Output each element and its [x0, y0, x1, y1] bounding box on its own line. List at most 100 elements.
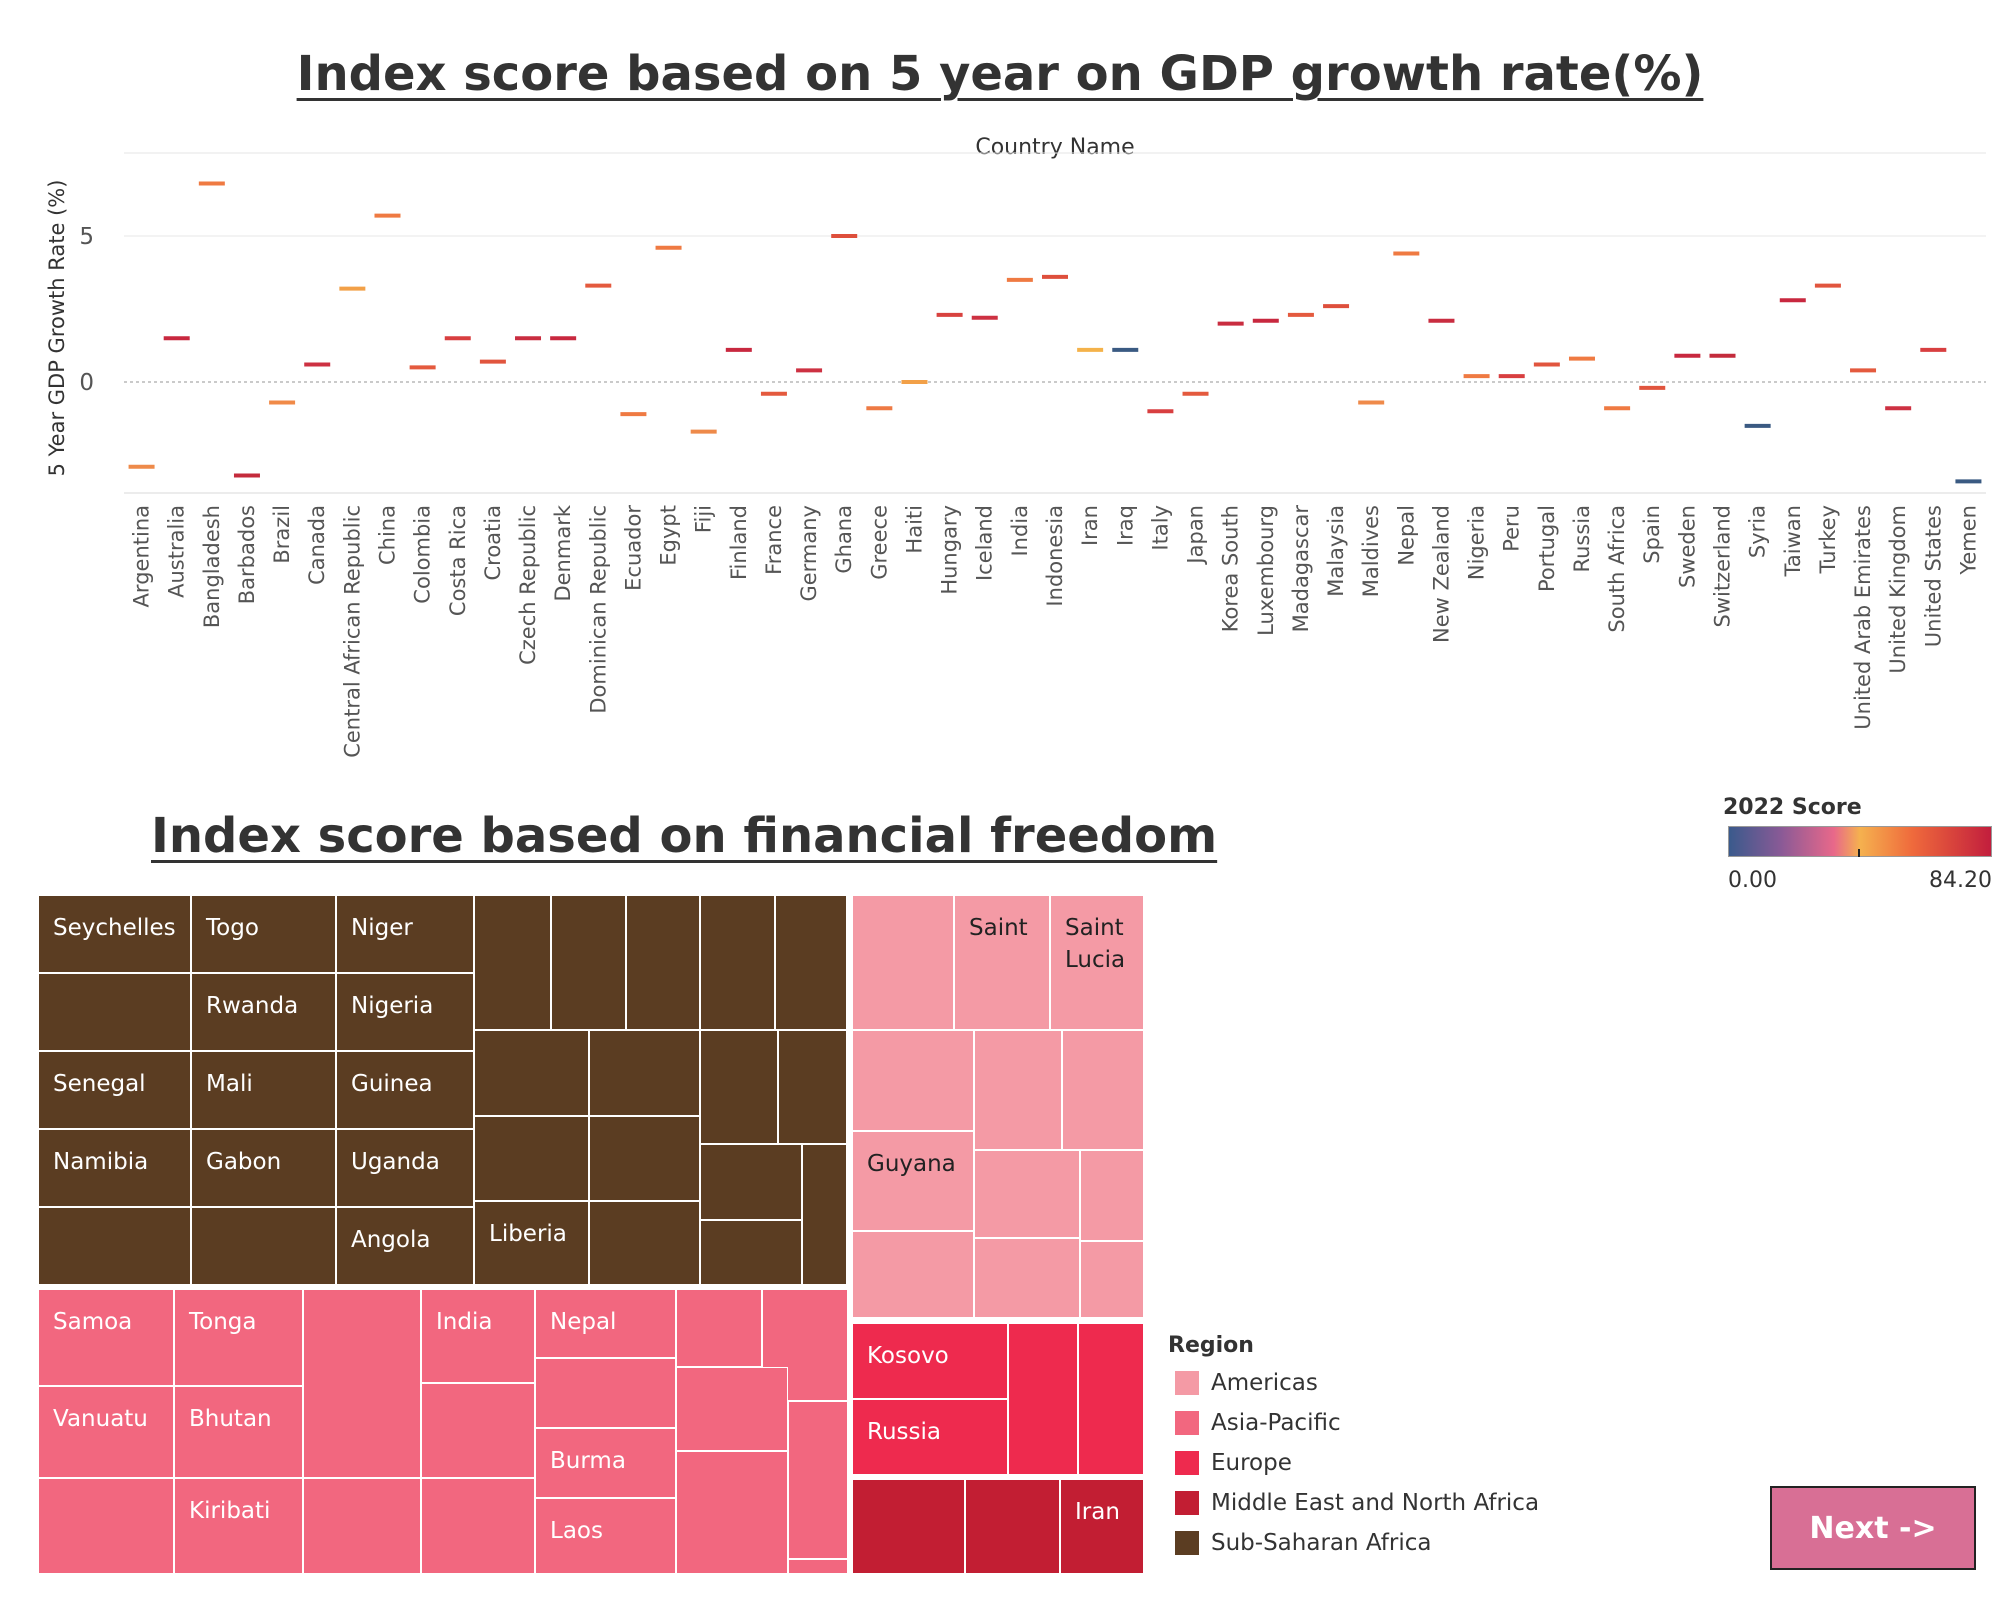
treemap-cell: Guinea — [336, 1051, 474, 1129]
x-tick-label: Nepal — [1394, 505, 1418, 566]
y-tick-label: 0 — [79, 370, 94, 396]
treemap-cell: India — [421, 1289, 535, 1383]
x-tick-label: Hungary — [938, 505, 962, 595]
score-colorbar — [1728, 826, 1992, 857]
treemap-cell — [852, 1231, 974, 1318]
x-tick-label: Colombia — [411, 505, 435, 604]
treemap-cell-label: Mali — [206, 1071, 253, 1097]
x-tick-label: Iran — [1078, 505, 1102, 546]
treemap-cell — [676, 1289, 762, 1367]
treemap-cell — [778, 1030, 847, 1144]
treemap-cell — [535, 1358, 676, 1428]
legend-label: Middle East and North Africa — [1211, 1490, 1540, 1516]
x-tick-label: Central African Republic — [340, 505, 364, 758]
treemap-cell: Vanuatu — [38, 1386, 174, 1478]
legend-item: Americas — [1175, 1370, 1318, 1396]
treemap-cell-label: Uganda — [351, 1149, 440, 1175]
treemap-cell — [788, 1401, 848, 1559]
treemap-cell-label: Nigeria — [351, 993, 434, 1019]
x-tick-label: Costa Rica — [446, 505, 470, 616]
treemap-cell — [474, 1030, 589, 1116]
treemap-cell — [38, 1478, 174, 1574]
x-tick-label: Japan — [1184, 505, 1208, 566]
treemap-cell — [676, 1367, 788, 1451]
treemap-cell — [474, 1116, 589, 1201]
x-tick-label: Fiji — [692, 505, 716, 533]
legend-swatch — [1175, 1411, 1199, 1435]
x-tick-label: United Kingdom — [1886, 505, 1910, 674]
x-tick-label: Russia — [1570, 505, 1594, 573]
x-tick-label: Indonesia — [1043, 505, 1067, 607]
x-tick-label: Australia — [165, 505, 189, 598]
x-tick-label: Spain — [1640, 505, 1664, 564]
treemap-cell — [1080, 1241, 1144, 1318]
x-tick-label: Portugal — [1535, 505, 1559, 592]
x-tick-label: Ecuador — [621, 505, 645, 591]
treemap-cell: Niger — [336, 895, 474, 973]
treemap-cell — [965, 1479, 1060, 1574]
treemap-cell-label: India — [436, 1309, 493, 1335]
treemap-cell: Mali — [191, 1051, 336, 1129]
treemap-cell-label: Bhutan — [189, 1406, 272, 1432]
x-tick-label: Egypt — [657, 505, 681, 566]
treemap-cell — [974, 1150, 1080, 1238]
colorbar-min-label: 0.00 — [1728, 868, 1777, 893]
legend-label: Americas — [1211, 1370, 1318, 1396]
x-tick-label: Bangladesh — [200, 505, 224, 628]
treemap-cell — [852, 1479, 965, 1574]
treemap-cell: Seychelles — [38, 895, 191, 973]
country-name-header: Country Name — [975, 135, 1134, 160]
x-tick-label: Nigeria — [1465, 505, 1489, 580]
treemap-cell-label: Nepal — [550, 1309, 617, 1335]
legend-label: Asia-Pacific — [1211, 1410, 1341, 1436]
treemap-cell-label: Vanuatu — [53, 1406, 148, 1432]
treemap-cell-label: Iran — [1075, 1499, 1120, 1525]
x-tick-label: Denmark — [551, 504, 575, 601]
legend-label: Sub-Saharan Africa — [1211, 1530, 1432, 1556]
treemap-cell — [788, 1559, 848, 1574]
x-tick-label: United Arab Emirates — [1851, 505, 1875, 730]
treemap-cell — [421, 1478, 535, 1574]
treemap-cell — [700, 895, 775, 1030]
treemap-cell: Russia — [852, 1399, 1008, 1475]
x-tick-label: Germany — [797, 505, 821, 602]
treemap-cell — [38, 973, 191, 1051]
x-tick-label: Turkey — [1816, 505, 1840, 574]
treemap-cell: Laos — [535, 1498, 676, 1574]
colorbar-midpoint-tick — [1858, 849, 1860, 857]
treemap-cell-label: Saint Lucia — [1065, 915, 1126, 973]
x-tick-label: Peru — [1500, 505, 1524, 552]
x-tick-label: Barbados — [235, 505, 259, 604]
y-axis-label: 5 Year GDP Growth Rate (%) — [45, 180, 69, 477]
treemap-cell — [700, 1220, 802, 1285]
x-tick-label: Italy — [1148, 505, 1172, 551]
treemap-cell-label: Liberia — [489, 1221, 567, 1247]
treemap-cell-label: Senegal — [53, 1071, 146, 1097]
treemap-cell — [303, 1289, 421, 1478]
treemap-cell-label: Namibia — [53, 1149, 149, 1175]
x-tick-label: Switzerland — [1711, 505, 1735, 628]
treemap-cell-label: Guinea — [351, 1071, 433, 1097]
legend-swatch — [1175, 1531, 1199, 1555]
treemap-cell: Bhutan — [174, 1386, 303, 1478]
treemap-cell — [1078, 1323, 1144, 1475]
treemap-cell: Namibia — [38, 1129, 191, 1207]
treemap-cell-label: Niger — [351, 915, 413, 941]
treemap-cell: Angola — [336, 1207, 474, 1285]
treemap-cell — [421, 1383, 535, 1478]
treemap-cell — [551, 895, 626, 1030]
legend-swatch — [1175, 1371, 1199, 1395]
x-tick-label: New Zealand — [1429, 505, 1453, 643]
treemap-cell — [1008, 1323, 1078, 1475]
treemap-cell — [974, 1030, 1062, 1150]
x-tick-label: Sweden — [1675, 505, 1699, 588]
x-tick-label: Syria — [1746, 505, 1770, 558]
legend-label: Europe — [1211, 1450, 1292, 1476]
x-tick-label: China — [375, 505, 399, 565]
x-tick-label: Yemen — [1956, 505, 1980, 576]
next-button[interactable]: Next -> — [1770, 1486, 1976, 1570]
treemap-cell: Kiribati — [174, 1478, 303, 1574]
x-tick-label: Ghana — [832, 505, 856, 574]
treemap-cell-label: Saint — [969, 915, 1028, 941]
legend-item: Sub-Saharan Africa — [1175, 1530, 1432, 1556]
